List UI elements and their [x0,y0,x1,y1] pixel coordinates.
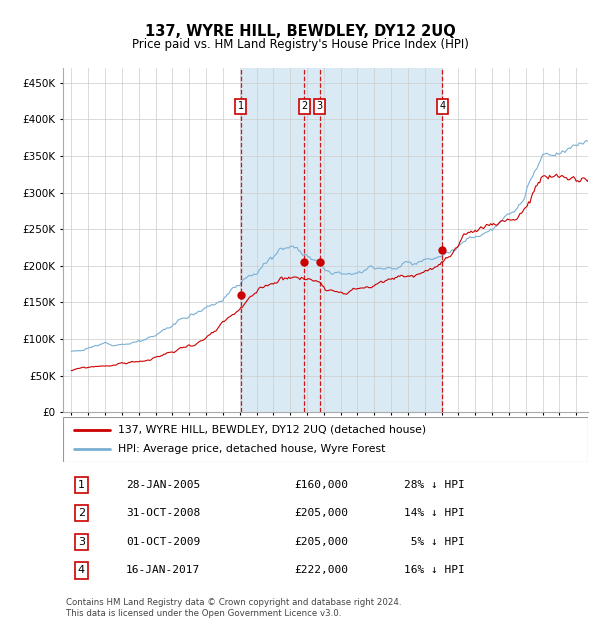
Text: 14% ↓ HPI: 14% ↓ HPI [404,508,465,518]
Text: HPI: Average price, detached house, Wyre Forest: HPI: Average price, detached house, Wyre… [118,445,386,454]
Bar [241,68,442,412]
Text: 3: 3 [78,537,85,547]
Text: 16% ↓ HPI: 16% ↓ HPI [404,565,465,575]
Text: 28-JAN-2005: 28-JAN-2005 [126,480,200,490]
FancyBboxPatch shape [63,417,588,462]
Text: 137, WYRE HILL, BEWDLEY, DY12 2UQ (detached house): 137, WYRE HILL, BEWDLEY, DY12 2UQ (detac… [118,425,426,435]
Text: £160,000: £160,000 [294,480,348,490]
Text: 3: 3 [317,101,323,111]
Text: £205,000: £205,000 [294,508,348,518]
Text: £205,000: £205,000 [294,537,348,547]
Text: £222,000: £222,000 [294,565,348,575]
Text: 31-OCT-2008: 31-OCT-2008 [126,508,200,518]
Text: 4: 4 [78,565,85,575]
Text: 2: 2 [301,101,307,111]
Text: 28% ↓ HPI: 28% ↓ HPI [404,480,465,490]
Text: 1: 1 [78,480,85,490]
Text: 5% ↓ HPI: 5% ↓ HPI [404,537,465,547]
Text: 16-JAN-2017: 16-JAN-2017 [126,565,200,575]
Text: Price paid vs. HM Land Registry's House Price Index (HPI): Price paid vs. HM Land Registry's House … [131,38,469,51]
Text: This data is licensed under the Open Government Licence v3.0.: This data is licensed under the Open Gov… [66,609,341,618]
Text: 1: 1 [238,101,244,111]
Text: 2: 2 [78,508,85,518]
Text: 137, WYRE HILL, BEWDLEY, DY12 2UQ: 137, WYRE HILL, BEWDLEY, DY12 2UQ [145,24,455,38]
Text: 4: 4 [439,101,445,111]
Text: Contains HM Land Registry data © Crown copyright and database right 2024.: Contains HM Land Registry data © Crown c… [66,598,401,607]
Text: 01-OCT-2009: 01-OCT-2009 [126,537,200,547]
